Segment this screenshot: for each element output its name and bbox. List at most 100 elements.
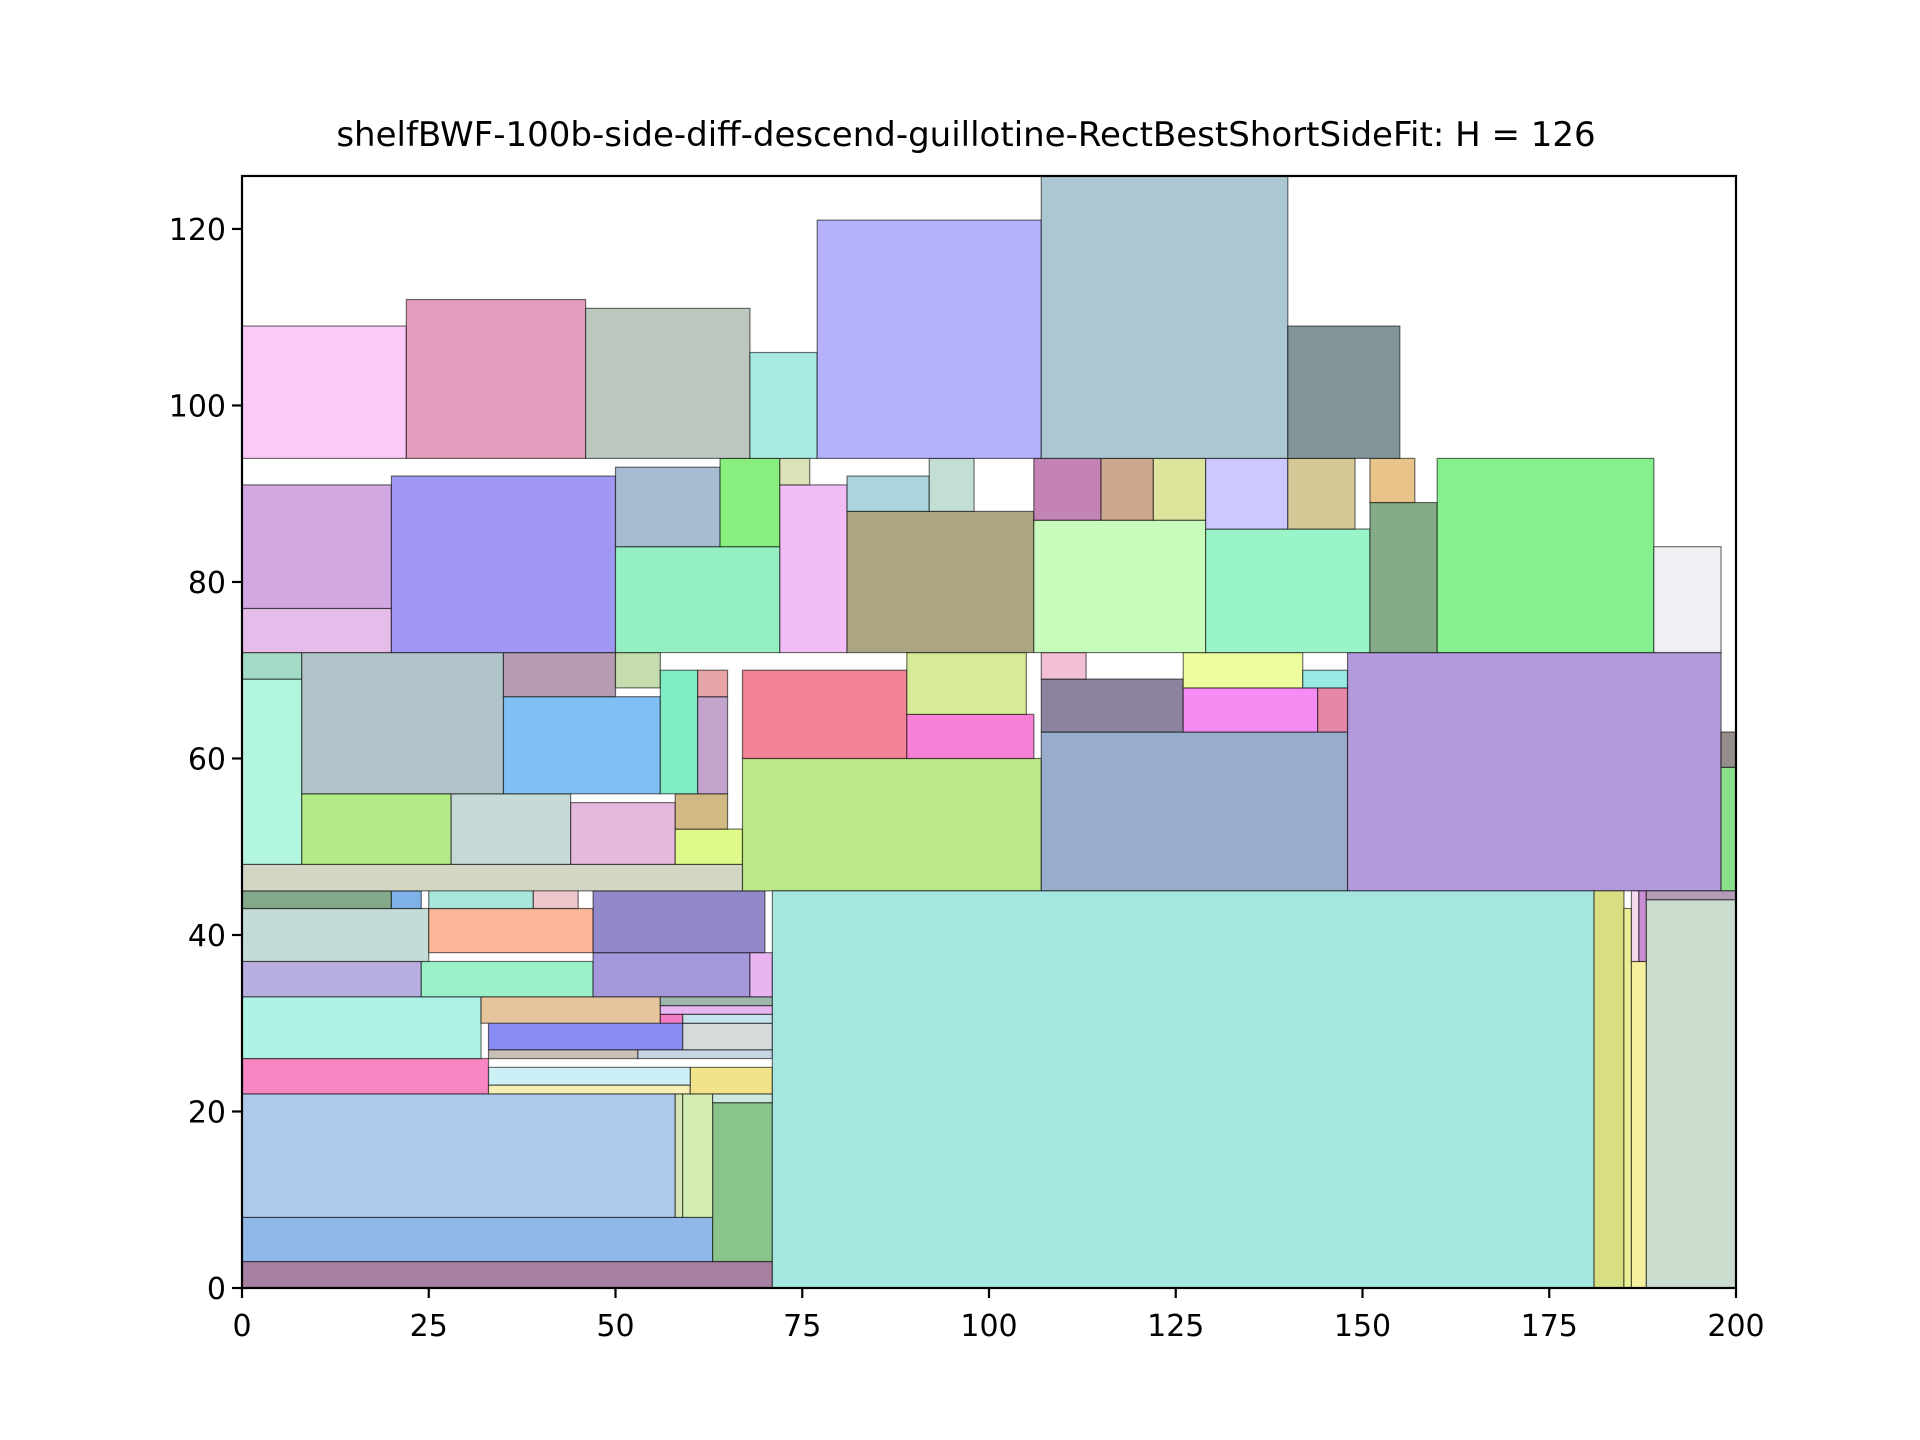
packed-rect-48 (741, 669, 908, 760)
y-tick-label: 20 (188, 1095, 226, 1130)
packed-rect-50 (906, 651, 1027, 715)
packed-rect-95 (816, 219, 1042, 460)
packed-rect-81 (1033, 457, 1102, 521)
packed-rect-70 (241, 484, 392, 610)
packed-rect-41 (502, 696, 661, 795)
packed-rect-17 (659, 1004, 773, 1016)
packed-rect-65 (1630, 890, 1640, 963)
packed-rect-33 (241, 678, 303, 865)
packed-rect-45 (697, 696, 729, 795)
packed-rect-96 (1040, 175, 1289, 460)
packed-rect-37 (674, 828, 744, 865)
packed-rect-9 (689, 1066, 773, 1095)
packed-rect-83 (1152, 457, 1207, 521)
packed-rect-67 (1645, 899, 1737, 1289)
packed-rect-93 (585, 307, 751, 460)
packed-rect-82 (1100, 457, 1154, 521)
packed-rect-44 (659, 669, 699, 795)
packed-rect-32 (241, 863, 744, 892)
x-tick-label: 150 (1334, 1309, 1391, 1344)
y-tick-label: 60 (188, 742, 226, 777)
packed-rect-74 (719, 457, 781, 548)
packed-rect-68 (1645, 890, 1737, 901)
packed-rect-86 (1287, 457, 1356, 530)
packed-rect-16 (480, 996, 661, 1024)
packed-rect-66 (1638, 890, 1647, 963)
packed-rect-11 (487, 1049, 639, 1060)
packed-rect-46 (697, 669, 729, 698)
packed-rect-85 (1205, 457, 1289, 530)
packed-rect-94 (749, 351, 818, 460)
packed-rect-71 (390, 475, 617, 654)
packed-rect-2 (712, 1102, 773, 1263)
x-tick-label: 50 (596, 1309, 634, 1344)
packed-rect-62 (1593, 890, 1625, 1289)
packed-rect-25 (241, 907, 430, 963)
packed-rect-79 (928, 457, 975, 512)
x-tick-label: 125 (1147, 1309, 1204, 1344)
packed-rect-63 (1623, 907, 1633, 1289)
x-tick-label: 25 (410, 1309, 448, 1344)
packed-rect-19 (682, 1013, 773, 1024)
packed-rect-87 (1369, 501, 1438, 654)
packed-rect-58 (1346, 651, 1722, 892)
packed-rect-35 (450, 793, 572, 865)
packed-rect-53 (1040, 651, 1087, 680)
packed-rect-23 (592, 952, 751, 998)
packed-rect-39 (241, 651, 303, 680)
packed-rect-43 (614, 651, 661, 689)
packed-rect-78 (846, 475, 930, 512)
packed-rect-69 (241, 607, 392, 654)
packed-rect-36 (570, 802, 676, 865)
packed-rect-52 (1040, 678, 1184, 733)
packed-rect-24 (749, 952, 773, 998)
packed-rect-75 (779, 484, 848, 654)
x-tick-label: 0 (232, 1309, 251, 1344)
packed-rect-27 (592, 890, 766, 954)
packed-rect-57 (1302, 669, 1349, 689)
y-tick-label: 0 (207, 1272, 226, 1307)
packed-rectangles (241, 175, 1737, 1289)
packed-rect-0 (241, 1260, 773, 1289)
y-tick-label: 40 (188, 919, 226, 954)
packed-rect-76 (779, 457, 811, 486)
packed-rect-8 (487, 1084, 691, 1095)
packed-rect-91 (241, 325, 407, 460)
packed-rect-54 (1182, 687, 1319, 733)
packed-rect-18 (659, 1013, 684, 1024)
packed-rect-14 (682, 1022, 773, 1051)
packed-rect-73 (614, 466, 721, 548)
packed-rect-49 (906, 713, 1035, 760)
packed-rect-15 (241, 996, 482, 1060)
packed-rect-6 (712, 1093, 773, 1104)
x-tick-label: 200 (1707, 1309, 1764, 1344)
packed-rect-59 (1720, 766, 1737, 892)
packed-rect-77 (846, 510, 1035, 654)
chart-title: shelfBWF-100b-side-diff-descend-guilloti… (336, 115, 1595, 155)
packed-rect-90 (1653, 546, 1722, 654)
packed-rect-20 (659, 996, 773, 1007)
packed-rect-72 (614, 546, 781, 654)
x-tick-label: 175 (1521, 1309, 1578, 1344)
packed-rect-55 (1317, 687, 1349, 733)
y-tick-label: 120 (169, 213, 226, 248)
packed-rect-34 (301, 793, 452, 865)
packed-rect-92 (405, 298, 587, 460)
packed-rect-3 (241, 1093, 676, 1218)
x-axis: 0 25 50 75 100 125 150 175 200 (232, 1288, 1765, 1344)
packed-rect-29 (390, 890, 422, 910)
packed-rect-12 (637, 1049, 773, 1060)
packed-rect-97 (1287, 325, 1401, 460)
x-tick-label: 100 (960, 1309, 1017, 1344)
packed-rect-88 (1369, 457, 1416, 504)
packed-rect-47 (741, 757, 1042, 892)
packed-rect-21 (241, 960, 422, 998)
packed-rect-5 (682, 1093, 714, 1218)
packed-rect-84 (1205, 528, 1371, 654)
packed-rect-22 (420, 960, 594, 998)
packed-rect-89 (1436, 457, 1655, 654)
y-axis: 0 20 40 60 80 100 120 (169, 213, 242, 1307)
packed-rect-40 (301, 651, 505, 795)
packed-rect-4 (674, 1093, 684, 1218)
